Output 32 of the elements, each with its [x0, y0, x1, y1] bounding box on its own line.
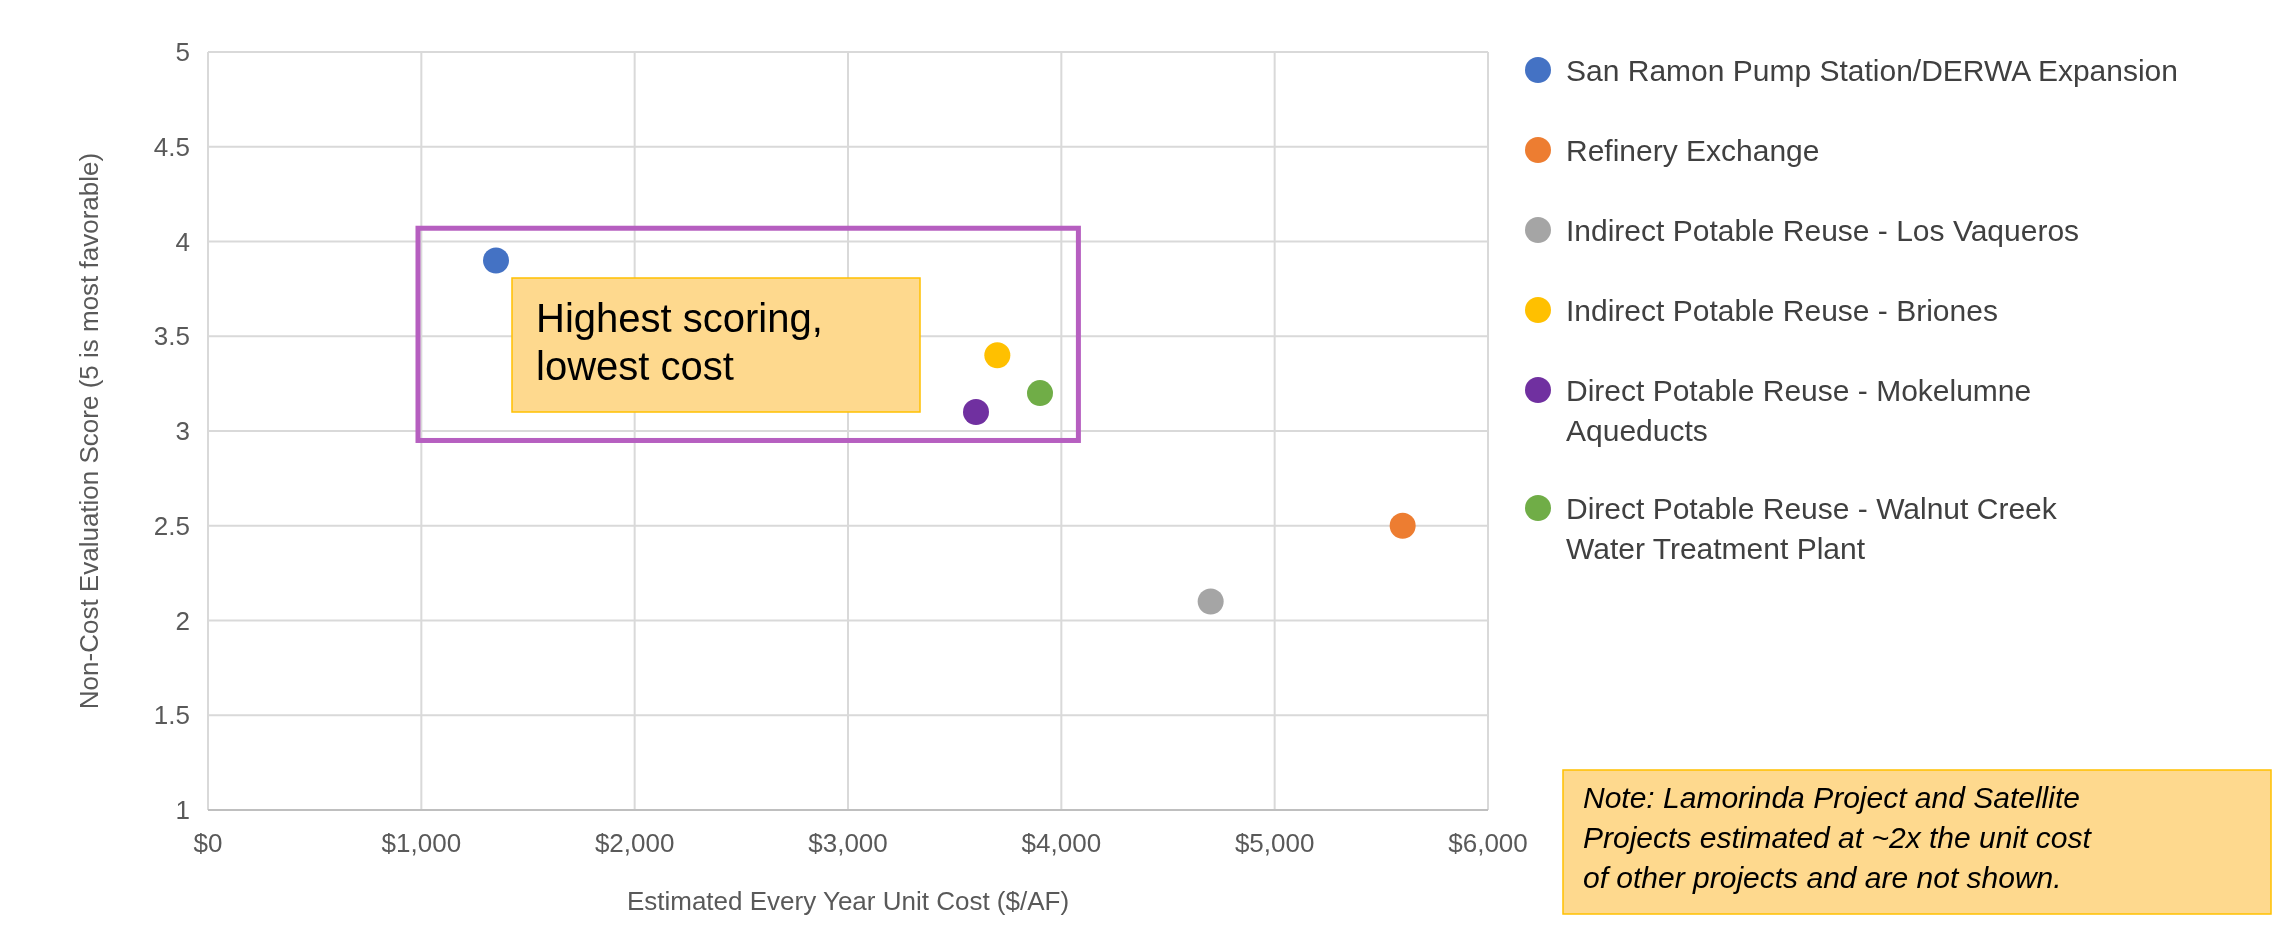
annotation: Highest scoring, lowest cost: [536, 296, 823, 388]
y-tick-label: 1: [175, 795, 190, 825]
y-tick-label: 4: [175, 226, 190, 257]
legend-label: Indirect Potable Reuse - Los Vaqueros: [1566, 214, 2080, 247]
y-tick-label: 3.5: [153, 321, 190, 352]
point: [963, 399, 989, 426]
y-tick-label: 1.5: [153, 700, 190, 731]
y-tick-label: 3: [175, 416, 190, 446]
legend-label: Indirect Potable Reuse - Briones: [1566, 294, 1998, 327]
legend-label: San Ramon Pump Station/DERWA Expansion: [1566, 54, 2178, 87]
y-axis-title: Non-Cost Evaluation Score (5 is most favorable): [74, 152, 104, 710]
legend-label: Direct Potable Reuse - Mokelumne Aqueducts: [1566, 374, 2032, 447]
x-tick-label: $2,000: [594, 828, 675, 858]
x-tick-label: $6,000: [1448, 828, 1528, 858]
x-tick-label: $1,000: [381, 828, 462, 858]
y-tick-label: 4.5: [153, 131, 190, 162]
y-tick-label: 2: [175, 605, 190, 636]
x-tick-label: $5,000: [1234, 828, 1315, 858]
legend-label: Direct Potable Reuse - Walnut Creek Water Treatment Plant: [1566, 492, 2058, 565]
legend-label: Refinery Exchange: [1566, 134, 1820, 167]
x-tick-label: $0: [193, 828, 223, 858]
point: [1389, 512, 1416, 539]
text: Note: Lamorinda Project and Satellite Projects estimated at ~2x the unit cost of other projects and are not shown.: [1583, 781, 2093, 894]
point: [483, 247, 509, 274]
point: [984, 342, 1011, 369]
x-tick-label: $3,000: [808, 828, 888, 858]
point: [1197, 588, 1224, 615]
x-tick-label: $4,000: [1021, 828, 1102, 858]
x-axis-title: Estimated Every Year Unit Cost ($/AF): [626, 886, 1070, 916]
y-tick-label: 2.5: [153, 510, 190, 541]
point: [1027, 380, 1053, 407]
y-tick-label: 5: [175, 37, 190, 67]
